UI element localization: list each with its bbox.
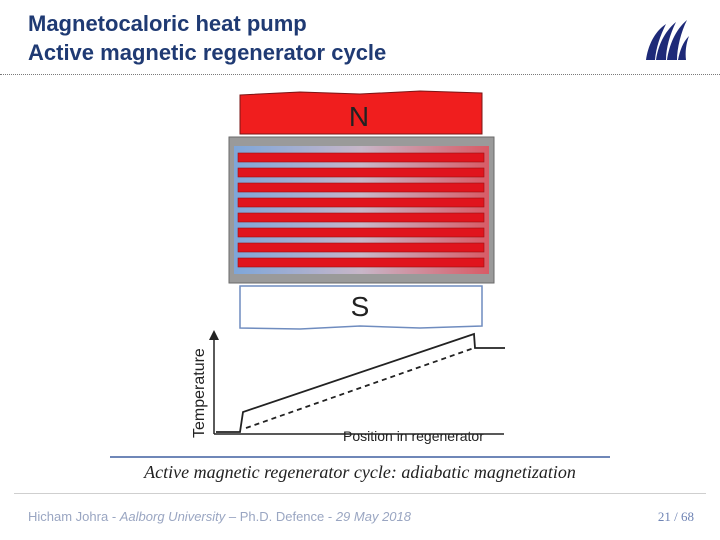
regenerator-bed [234,146,489,274]
regenerator-plate [237,257,485,268]
regenerator-plate [237,242,485,253]
south-magnet-label: S [351,291,370,322]
diagram-caption: Active magnetic regenerator cycle: adiab… [144,462,576,482]
title-divider [0,74,720,75]
south-magnet [239,285,483,330]
y-axis-label: Temperature [191,348,208,438]
y-axis-arrow [209,330,219,340]
footer: Hicham Johra - Aalborg University – Ph.D… [28,509,411,524]
footer-divider [14,493,706,494]
footer-author: Hicham Johra [28,509,109,524]
footer-separator: - [108,509,120,524]
regenerator-plates [237,152,485,268]
aalborg-university-logo-icon [646,20,689,60]
slide-title-line-1: Magnetocaloric heat pump [28,11,307,36]
footer-date: 29 May 2018 [335,509,411,524]
caption-divider [110,456,610,458]
x-axis-label: Position in regenerator [343,428,484,444]
slide-title-line-2: Active magnetic regenerator cycle [28,40,387,65]
regenerator-plate [237,167,485,178]
regenerator-plate [237,197,485,208]
temperature-profile-initial [245,347,475,429]
slide-title: Magnetocaloric heat pump Active magnetic… [28,9,386,67]
regenerator-plate [237,152,485,163]
north-magnet [239,90,483,135]
regenerator-plate [237,212,485,223]
footer-event: – Ph.D. Defence - [225,509,336,524]
regenerator-plate [237,227,485,238]
temperature-profile-magnetized [216,332,505,433]
north-magnet-label: N [349,101,369,132]
regenerator-plate [237,182,485,193]
page-number: 21 / 68 [657,509,694,524]
footer-university: Aalborg University [119,509,226,524]
